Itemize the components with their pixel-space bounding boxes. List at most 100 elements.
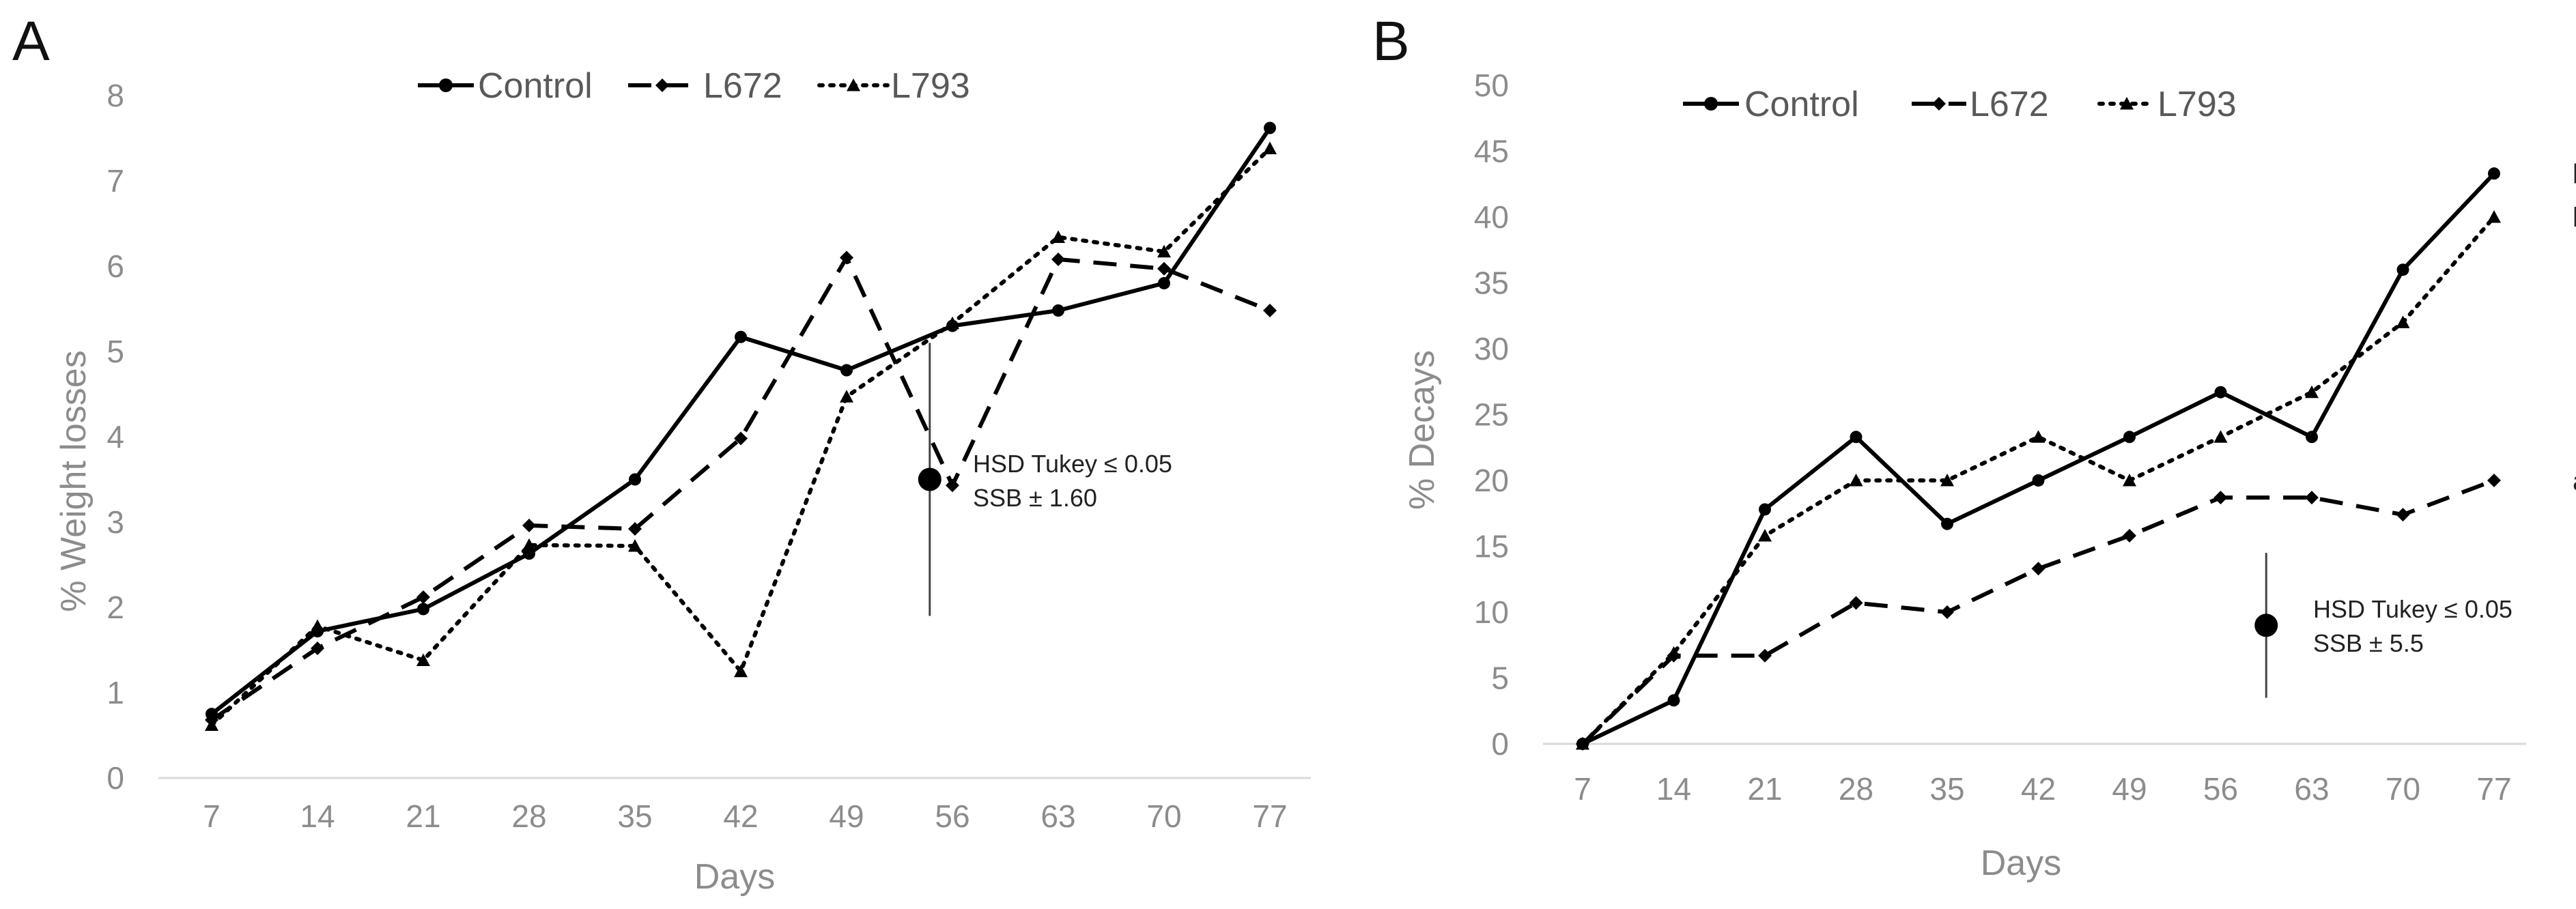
x-tick-label: 49: [829, 798, 864, 834]
legend: Control L672 L793: [418, 66, 970, 106]
data-point-l793: [1667, 646, 1681, 659]
legend-marker-control: [1704, 97, 1718, 111]
legend-label-l672: L672: [1970, 85, 2049, 124]
x-tick-label: 14: [300, 798, 335, 834]
data-point-l793: [2123, 474, 2136, 487]
data-point-l793: [1263, 141, 1277, 154]
y-tick-label: 50: [1474, 68, 1509, 103]
y-tick-label: 5: [107, 334, 124, 369]
significance-letter-l672: a: [2573, 466, 2576, 496]
legend-label-l672: L672: [703, 66, 782, 106]
y-tick-label: 6: [107, 248, 124, 284]
data-point-control: [2123, 431, 2136, 444]
data-point-control: [629, 473, 641, 486]
x-axis-title: Days: [1981, 843, 2061, 883]
y-tick-label: 2: [107, 590, 124, 625]
data-point-l672: [946, 478, 959, 493]
data-point-l793: [628, 539, 642, 552]
y-tick-label: 4: [107, 419, 124, 454]
x-tick-label: 7: [203, 798, 221, 834]
data-point-l672: [2031, 562, 2046, 576]
annotation-ssb: SSB ± 1.60: [973, 484, 1097, 512]
x-tick-label: 7: [1574, 771, 1591, 807]
y-tick-label: 7: [107, 163, 124, 199]
x-tick-label: 14: [1656, 771, 1691, 807]
x-tick-label: 28: [1839, 771, 1873, 807]
legend-marker-l793: [847, 78, 860, 91]
y-tick-label: 1: [107, 675, 124, 710]
legend-marker-control: [439, 78, 453, 92]
series-line-l672: [1581, 478, 2495, 746]
data-point-l793: [2396, 315, 2410, 328]
data-point-l672: [416, 590, 430, 604]
data-point-control: [2396, 263, 2409, 276]
data-point-l672: [1940, 605, 1954, 619]
annotation-hsd: HSD Tukey ≤ 0.05: [2313, 595, 2513, 623]
significance-letter-control: b: [2573, 159, 2576, 189]
annotation-hsd: HSD Tukey ≤ 0.05: [973, 450, 1172, 478]
error-bar-center: [918, 467, 942, 491]
data-point-l672: [840, 250, 853, 265]
y-tick-label: 35: [1474, 265, 1509, 301]
y-tick-label: 30: [1474, 331, 1509, 366]
data-point-control: [2306, 431, 2318, 444]
data-point-l672: [1157, 261, 1171, 276]
legend: Control L672 L793: [1683, 85, 2237, 124]
data-point-l793: [311, 619, 324, 632]
x-tick-label: 42: [2021, 771, 2056, 807]
data-point-l793: [2305, 385, 2319, 399]
data-point-l793: [2213, 430, 2228, 443]
panel-letter: B: [1372, 10, 1410, 72]
y-tick-label: 10: [1474, 594, 1509, 630]
data-point-control: [840, 364, 853, 377]
data-point-l793: [1576, 737, 1589, 750]
x-tick-label: 56: [935, 798, 969, 834]
chart-panel-b: B % Decays Days 0 5 10 15 20 25 30 35 40 45 50 7 14…: [1372, 10, 2576, 883]
data-point-control: [417, 603, 429, 616]
legend-label-control: Control: [1744, 85, 1859, 124]
data-point-control: [735, 330, 747, 343]
x-tick-label: 28: [511, 798, 546, 834]
data-point-control: [2488, 167, 2500, 180]
data-point-l672: [2123, 529, 2136, 543]
data-point-control: [1667, 694, 1680, 707]
data-point-l793: [416, 653, 430, 666]
annotation-ssb: SSB ± 5.5: [2313, 629, 2424, 657]
data-point-l793: [1157, 244, 1171, 258]
data-point-l793: [2487, 210, 2501, 223]
x-tick-label: 35: [1929, 771, 1964, 807]
data-point-l672: [1051, 252, 1065, 266]
data-point-l672: [2213, 491, 2228, 505]
legend-label-l793: L793: [2157, 85, 2237, 124]
data-point-l793: [522, 538, 536, 551]
data-point-l672: [734, 431, 748, 446]
data-point-l672: [2305, 491, 2319, 505]
data-point-l793: [1051, 230, 1065, 243]
data-point-control: [1759, 503, 1771, 516]
data-point-control: [1052, 304, 1064, 317]
x-tick-label: 63: [2294, 771, 2329, 807]
y-tick-label: 15: [1474, 529, 1509, 564]
data-point-l672: [628, 522, 642, 536]
y-axis-title: % Weight losses: [54, 350, 94, 611]
data-point-control: [1850, 431, 1863, 444]
data-point-control: [1158, 277, 1170, 289]
y-tick-label: 8: [107, 78, 124, 113]
data-point-l793: [1758, 529, 1772, 542]
data-point-l793: [840, 390, 853, 403]
data-point-control: [1264, 121, 1276, 134]
y-tick-label: 5: [1491, 661, 1509, 696]
data-point-l793: [946, 316, 959, 330]
data-point-control: [2214, 386, 2227, 399]
x-tick-label: 42: [723, 798, 758, 834]
panel-letter: A: [12, 10, 50, 72]
legend-marker-l672: [655, 78, 669, 92]
error-bar-center: [2254, 614, 2278, 637]
y-tick-label: 25: [1474, 397, 1509, 433]
legend-label-l793: L793: [891, 66, 970, 106]
y-tick-label: 3: [107, 504, 124, 540]
x-tick-label: 70: [1146, 798, 1181, 834]
y-axis-title: % Decays: [1402, 350, 1442, 510]
x-axis-title: Days: [694, 857, 775, 897]
